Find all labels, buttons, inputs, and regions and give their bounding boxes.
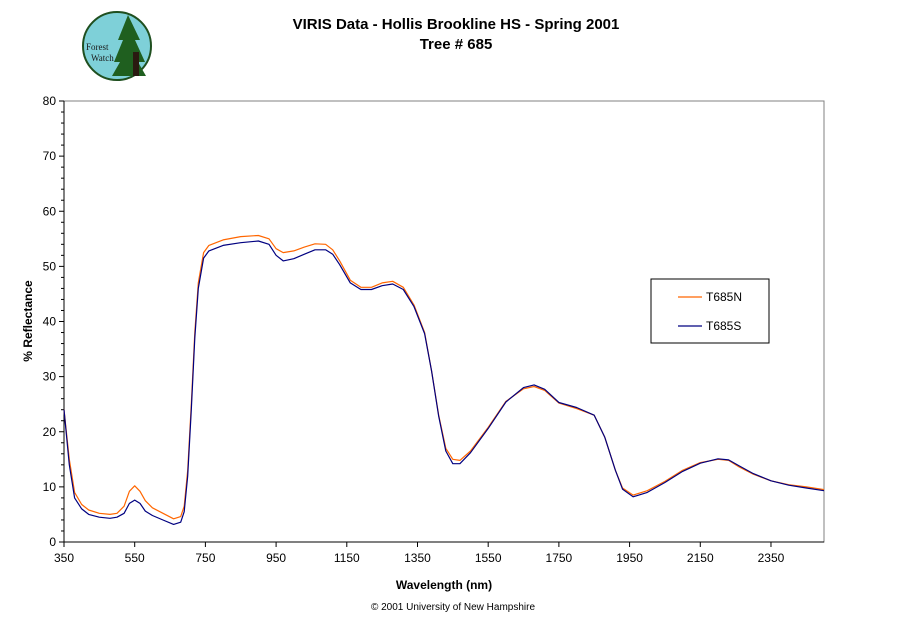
- x-tick-label: 750: [195, 551, 215, 565]
- y-tick-label: 10: [43, 480, 57, 494]
- series-lines: [63, 234, 825, 525]
- y-tick-label: 80: [43, 94, 57, 108]
- x-tick-label: 1150: [334, 551, 360, 565]
- logo-line1: Forest: [86, 42, 109, 52]
- trunk-shape: [133, 52, 139, 76]
- logo-line2: Watch: [91, 53, 114, 63]
- x-tick-label: 1950: [616, 551, 643, 565]
- y-axis-title: % Reflectance: [21, 280, 35, 362]
- copyright-text: © 2001 University of New Hampshire: [371, 602, 536, 613]
- chart-subtitle: Tree # 685: [420, 36, 493, 53]
- chart-title: VIRIS Data - Hollis Brookline HS - Sprin…: [293, 16, 620, 33]
- series-line-t685s: [63, 240, 825, 525]
- legend-label-t685s: T685S: [706, 319, 741, 333]
- x-tick-label: 950: [266, 551, 286, 565]
- x-tick-label: 350: [54, 551, 74, 565]
- x-tick-label: 2350: [758, 551, 785, 565]
- y-tick-label: 50: [43, 259, 57, 273]
- y-tick-label: 30: [43, 370, 57, 384]
- forest-watch-logo: Forest Watch: [82, 11, 152, 81]
- legend-box: [650, 278, 770, 344]
- y-tick-label: 20: [43, 425, 57, 439]
- legend-label-t685n: T685N: [706, 290, 742, 304]
- x-tick-label: 2150: [687, 551, 714, 565]
- x-tick-label: 1350: [404, 551, 431, 565]
- x-tick-label: 1750: [546, 551, 573, 565]
- x-axis-title: Wavelength (nm): [396, 578, 492, 592]
- y-tick-label: 60: [43, 204, 57, 218]
- y-axis-ticks: 0 10 20 30 40 50 60 70 80: [43, 94, 64, 549]
- x-tick-label: 1550: [475, 551, 502, 565]
- y-tick-label: 0: [49, 535, 56, 549]
- y-tick-label: 40: [43, 315, 57, 329]
- legend: T685N T685S: [650, 278, 770, 344]
- x-axis-ticks: 350 550 750 950 1150 1350 1550 1750 1950 2150 2350: [54, 542, 785, 565]
- y-tick-label: 70: [43, 149, 57, 163]
- x-tick-label: 550: [125, 551, 145, 565]
- series-line-t685n: [63, 234, 825, 520]
